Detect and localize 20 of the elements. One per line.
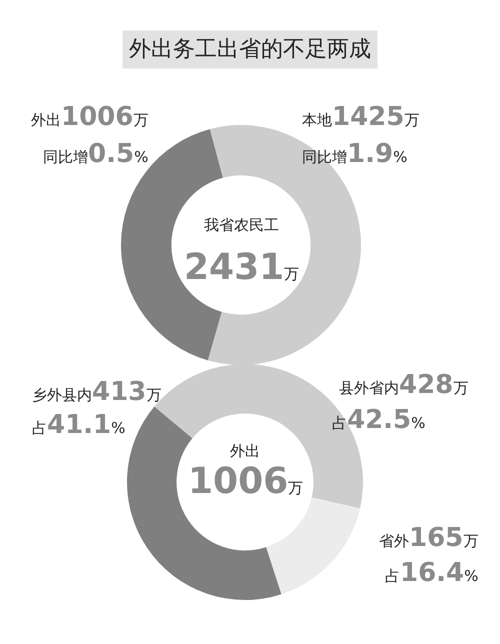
text: 同比增1.9% — [302, 139, 408, 169]
slice-label: 县外省内 — [339, 379, 399, 397]
slice-label: 省外 — [379, 532, 409, 550]
text: 我省农民工 — [204, 216, 279, 234]
slice-label: 本地 — [302, 111, 332, 129]
data-label: 413万 — [92, 377, 162, 407]
text: 占41.1% — [32, 410, 126, 440]
data-label: 1006万 — [61, 102, 148, 132]
chart-title: 外出务工出省的不足两成 — [129, 37, 371, 62]
data-label: 428万 — [399, 370, 468, 400]
text: 2431万 — [184, 247, 300, 288]
text: 1006万 — [188, 461, 304, 502]
slice-label: 外出 — [31, 111, 61, 129]
data-label: 1425万 — [332, 102, 420, 132]
text: 同比增0.5% — [43, 139, 148, 169]
donut-slice — [266, 497, 360, 594]
text: 占42.5% — [332, 405, 426, 435]
data-label: 165万 — [409, 523, 478, 553]
slice-label: 乡外县内 — [32, 386, 92, 404]
text: 外出 — [230, 442, 260, 460]
